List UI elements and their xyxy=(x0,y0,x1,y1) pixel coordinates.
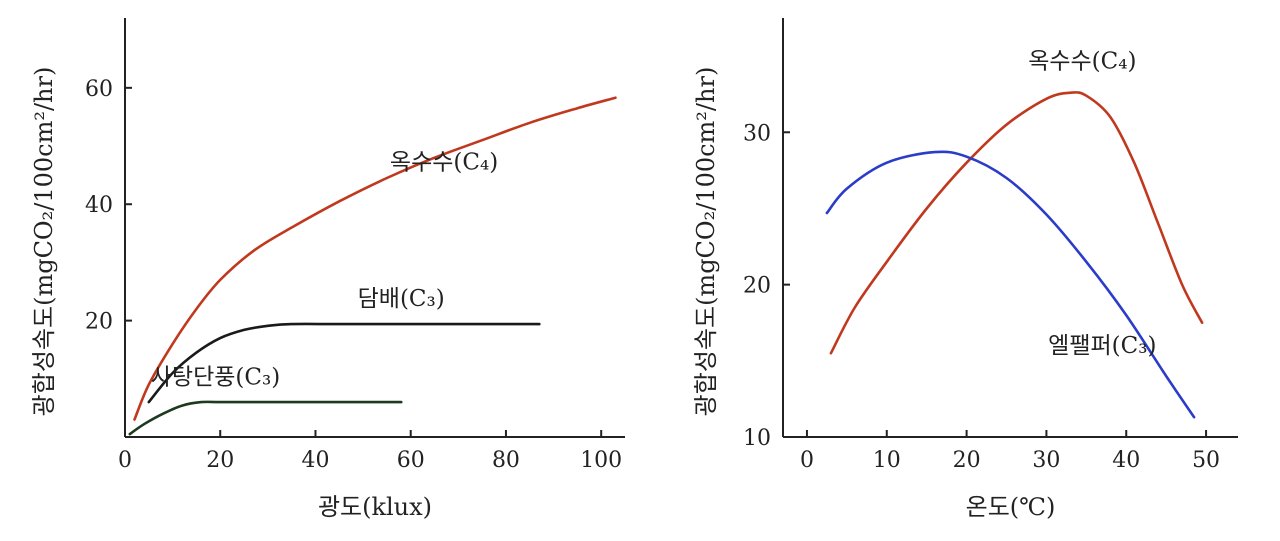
x-tick-label: 50 xyxy=(1192,448,1220,473)
chart-panel-2: 0 10 20 30 40 50 10 20 30 온도(℃) 광합성속도(mgCO₂/100cm²… xyxy=(692,18,1238,521)
x-tick-label: 60 xyxy=(397,448,425,473)
series-line-1 xyxy=(133,96,617,421)
series-label-3: 사탕단풍(C₃) xyxy=(151,365,280,391)
y-axis-title: 광합성속도(mgCO₂/100cm²/hr) xyxy=(692,67,720,417)
series-line-2 xyxy=(147,322,541,404)
x-tick-label: 0 xyxy=(118,448,132,473)
chart-panel-1: 0 20 40 60 80 100 20 40 60 광도(klux) 광합성속도(mgCO₂/10… xyxy=(30,18,625,521)
y-axis-title: 광합성속도(mgCO₂/100cm²/hr) xyxy=(30,67,58,417)
y-tick-label: 30 xyxy=(743,121,771,146)
x-tick-label: 0 xyxy=(800,448,814,473)
y-tick-label: 40 xyxy=(85,193,113,218)
x-tick-label: 40 xyxy=(301,448,329,473)
x-tick-label: 40 xyxy=(1112,448,1140,473)
series-label-2: 엘팰퍼(C₃) xyxy=(1048,333,1156,359)
series-label-1: 옥수수(C₄) xyxy=(1028,48,1136,74)
x-axis-title: 광도(klux) xyxy=(318,493,432,521)
series-label-1: 옥수수(C₄) xyxy=(390,149,498,175)
x-tick-label: 80 xyxy=(492,448,520,473)
y-tick-label: 20 xyxy=(85,310,113,335)
y-tick-label: 10 xyxy=(743,426,771,451)
x-tick-label: 30 xyxy=(1032,448,1060,473)
x-tick-label: 100 xyxy=(580,448,622,473)
x-tick-label: 20 xyxy=(953,448,981,473)
x-tick-label: 20 xyxy=(206,448,234,473)
series-line-3 xyxy=(128,400,403,436)
series-line-1 xyxy=(829,91,1204,355)
series-label-2: 담배(C₃) xyxy=(358,286,445,312)
x-tick-label: 10 xyxy=(873,448,901,473)
series-line-2 xyxy=(825,150,1196,419)
y-tick-label: 60 xyxy=(85,77,113,102)
x-axis-title: 온도(℃) xyxy=(966,493,1056,521)
y-tick-label: 20 xyxy=(743,274,771,299)
